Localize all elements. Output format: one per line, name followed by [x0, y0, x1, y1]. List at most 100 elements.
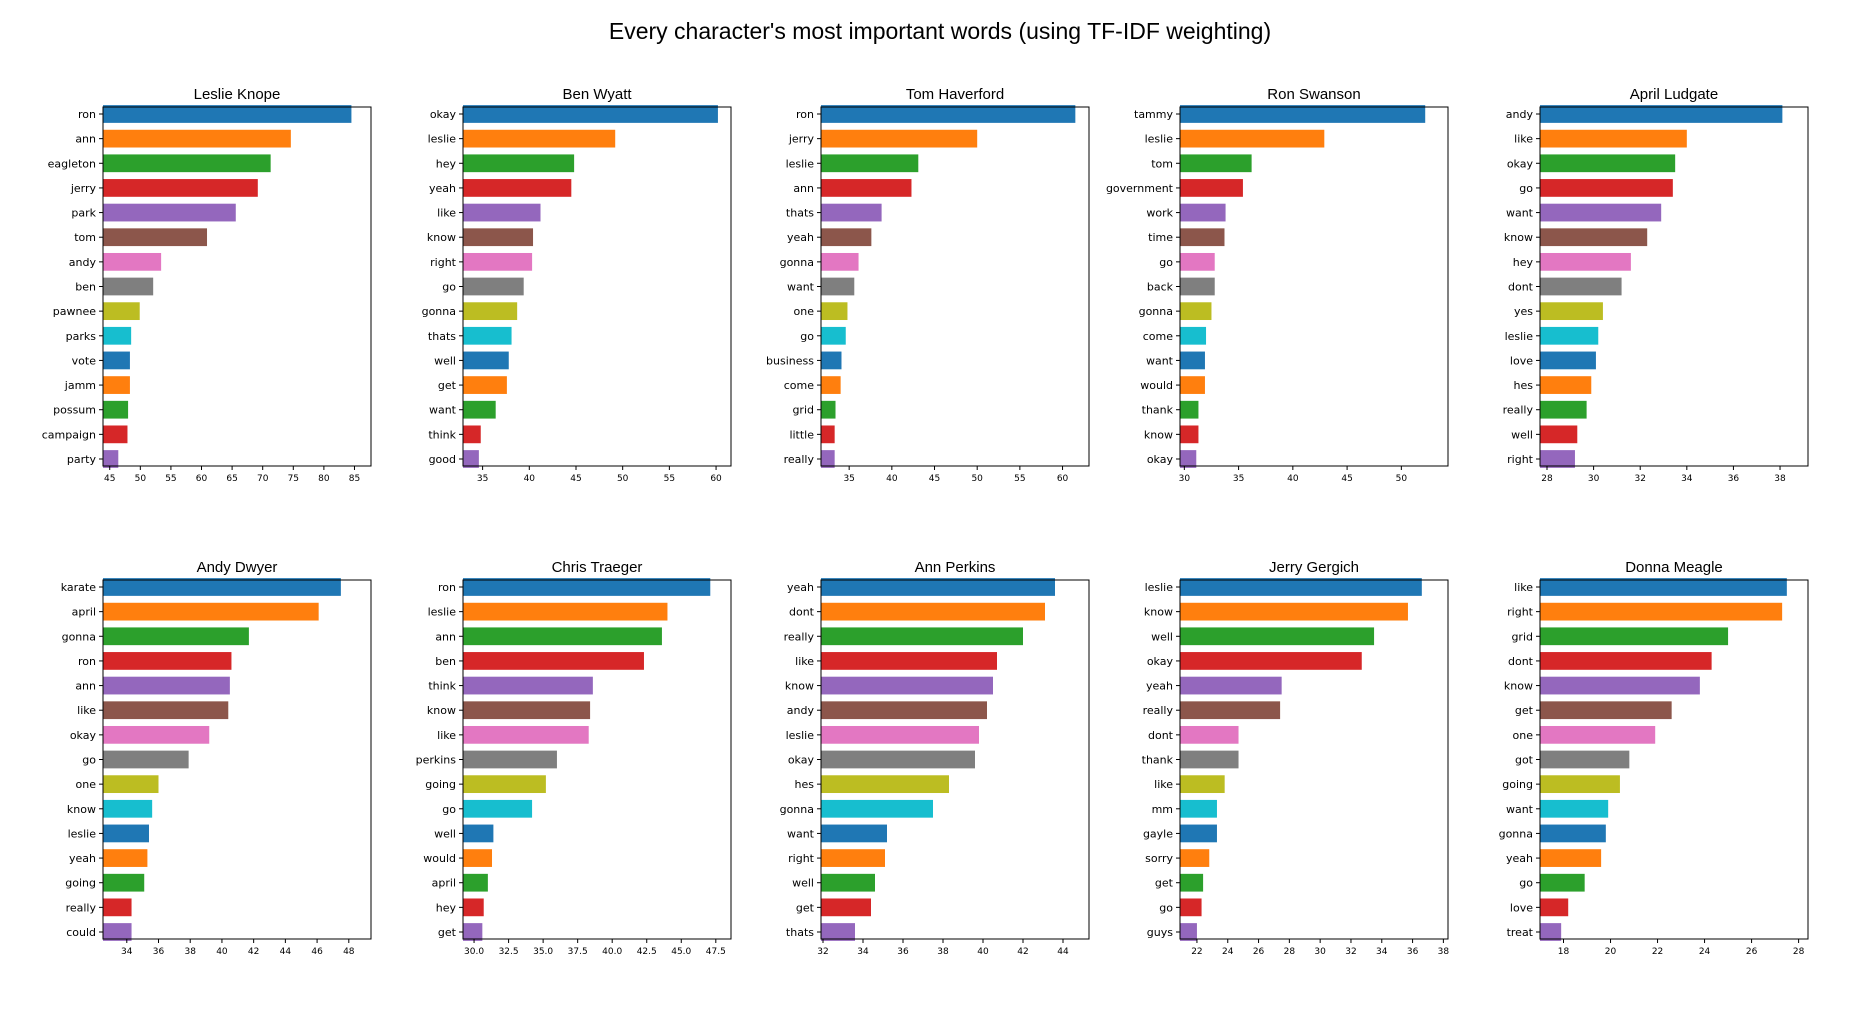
- axes-frame: [1539, 579, 1809, 940]
- panel-title: Ron Swanson: [1267, 86, 1360, 103]
- y-tick-label: party: [67, 453, 97, 466]
- panel-title: April Ludgate: [1630, 86, 1718, 103]
- y-tick-label: april: [432, 877, 456, 890]
- bar: [1180, 824, 1217, 843]
- y-tick-label: think: [428, 680, 456, 693]
- y-tick-label: ron: [796, 108, 814, 121]
- x-tick-label: 32: [1634, 474, 1645, 484]
- bar: [1180, 179, 1243, 197]
- y-tick-label: want: [787, 827, 815, 840]
- y-tick-label: really: [784, 630, 815, 643]
- y-tick-label: jerry: [70, 182, 97, 195]
- y-tick-label: okay: [70, 729, 97, 742]
- bar: [1180, 302, 1212, 321]
- x-tick-label: 46: [311, 947, 323, 957]
- y-tick-label: okay: [1147, 655, 1174, 668]
- y-tick-label: want: [1146, 354, 1174, 367]
- y-tick-label: thats: [428, 330, 456, 343]
- x-tick-label: 28: [1793, 947, 1805, 957]
- x-tick-label: 45: [929, 474, 940, 484]
- y-tick-label: gonna: [780, 256, 814, 269]
- y-tick-label: get: [1155, 877, 1174, 890]
- bar: [103, 277, 154, 296]
- y-tick-label: right: [1507, 606, 1534, 619]
- bar: [821, 203, 882, 222]
- bar: [463, 376, 507, 394]
- bar: [821, 400, 836, 419]
- y-tick-label: going: [1502, 778, 1533, 791]
- bar: [821, 450, 835, 468]
- y-tick-label: one: [794, 305, 815, 318]
- y-tick-label: go: [1519, 877, 1533, 890]
- bar: [821, 228, 872, 247]
- bar: [463, 923, 483, 941]
- x-tick-label: 38: [1774, 474, 1786, 484]
- bar: [103, 252, 162, 271]
- x-tick-label: 45: [104, 474, 115, 484]
- y-tick-label: gonna: [1499, 827, 1533, 840]
- y-tick-label: like: [437, 207, 456, 220]
- bar: [821, 425, 835, 444]
- bar: [821, 701, 987, 720]
- chart-panel-6: Andy Dwyer karate april gonna ron ann like okay…: [61, 559, 372, 957]
- bar: [1540, 750, 1630, 769]
- bar: [1180, 105, 1426, 123]
- bar: [821, 725, 979, 744]
- y-tick-label: dont: [1508, 281, 1534, 294]
- y-tick-label: ron: [438, 581, 456, 594]
- y-tick-label: got: [1515, 754, 1534, 767]
- bar: [1540, 725, 1656, 744]
- bar: [103, 799, 153, 818]
- bar: [1180, 154, 1252, 173]
- x-tick-label: 44: [1057, 947, 1069, 957]
- bar: [103, 701, 229, 720]
- bar: [1180, 898, 1202, 917]
- bar: [463, 602, 668, 621]
- y-tick-label: like: [1514, 133, 1533, 146]
- bar: [103, 652, 232, 670]
- y-tick-label: grid: [1511, 630, 1533, 643]
- y-tick-label: well: [434, 827, 456, 840]
- bar: [103, 923, 132, 941]
- bar: [103, 425, 128, 444]
- y-tick-label: love: [1510, 901, 1533, 914]
- axes-frame: [1179, 579, 1449, 940]
- bar: [103, 578, 341, 596]
- bar: [1180, 701, 1281, 720]
- y-tick-label: leslie: [1505, 330, 1534, 343]
- x-tick-label: 36: [1728, 474, 1740, 484]
- bar: [1180, 873, 1204, 892]
- y-tick-label: gonna: [422, 305, 456, 318]
- bar: [1540, 775, 1620, 794]
- y-tick-label: like: [77, 704, 96, 717]
- x-tick-label: 26: [1746, 947, 1758, 957]
- y-tick-label: would: [423, 852, 456, 865]
- x-tick-label: 45.0: [671, 947, 691, 957]
- y-tick-label: want: [1506, 207, 1534, 220]
- y-tick-label: go: [800, 330, 814, 343]
- bar: [103, 179, 258, 197]
- y-tick-label: yeah: [787, 231, 814, 244]
- bar: [821, 602, 1045, 621]
- y-tick-label: know: [1504, 231, 1533, 244]
- bar: [1180, 425, 1199, 444]
- x-tick-label: 42.5: [637, 947, 657, 957]
- y-tick-label: go: [1519, 182, 1533, 195]
- x-tick-label: 30.0: [464, 947, 484, 957]
- y-tick-label: go: [1159, 256, 1173, 269]
- x-tick-label: 35.0: [533, 947, 553, 957]
- chart-panel-4: Ron Swanson tammy leslie tom government work t…: [1106, 86, 1449, 484]
- y-tick-label: want: [1506, 803, 1534, 816]
- bar: [1540, 701, 1672, 720]
- panel-title: Ann Perkins: [915, 559, 996, 576]
- bar: [821, 898, 871, 917]
- y-tick-label: want: [429, 404, 457, 417]
- y-tick-label: yeah: [1506, 852, 1533, 865]
- x-tick-label: 18: [1558, 947, 1570, 957]
- bar: [463, 676, 593, 695]
- chart-panel-3: Tom Haverford ron jerry leslie ann thats yeah g…: [766, 86, 1090, 484]
- y-tick-label: hes: [1514, 379, 1534, 392]
- y-tick-label: one: [1513, 729, 1534, 742]
- bar: [1540, 351, 1596, 370]
